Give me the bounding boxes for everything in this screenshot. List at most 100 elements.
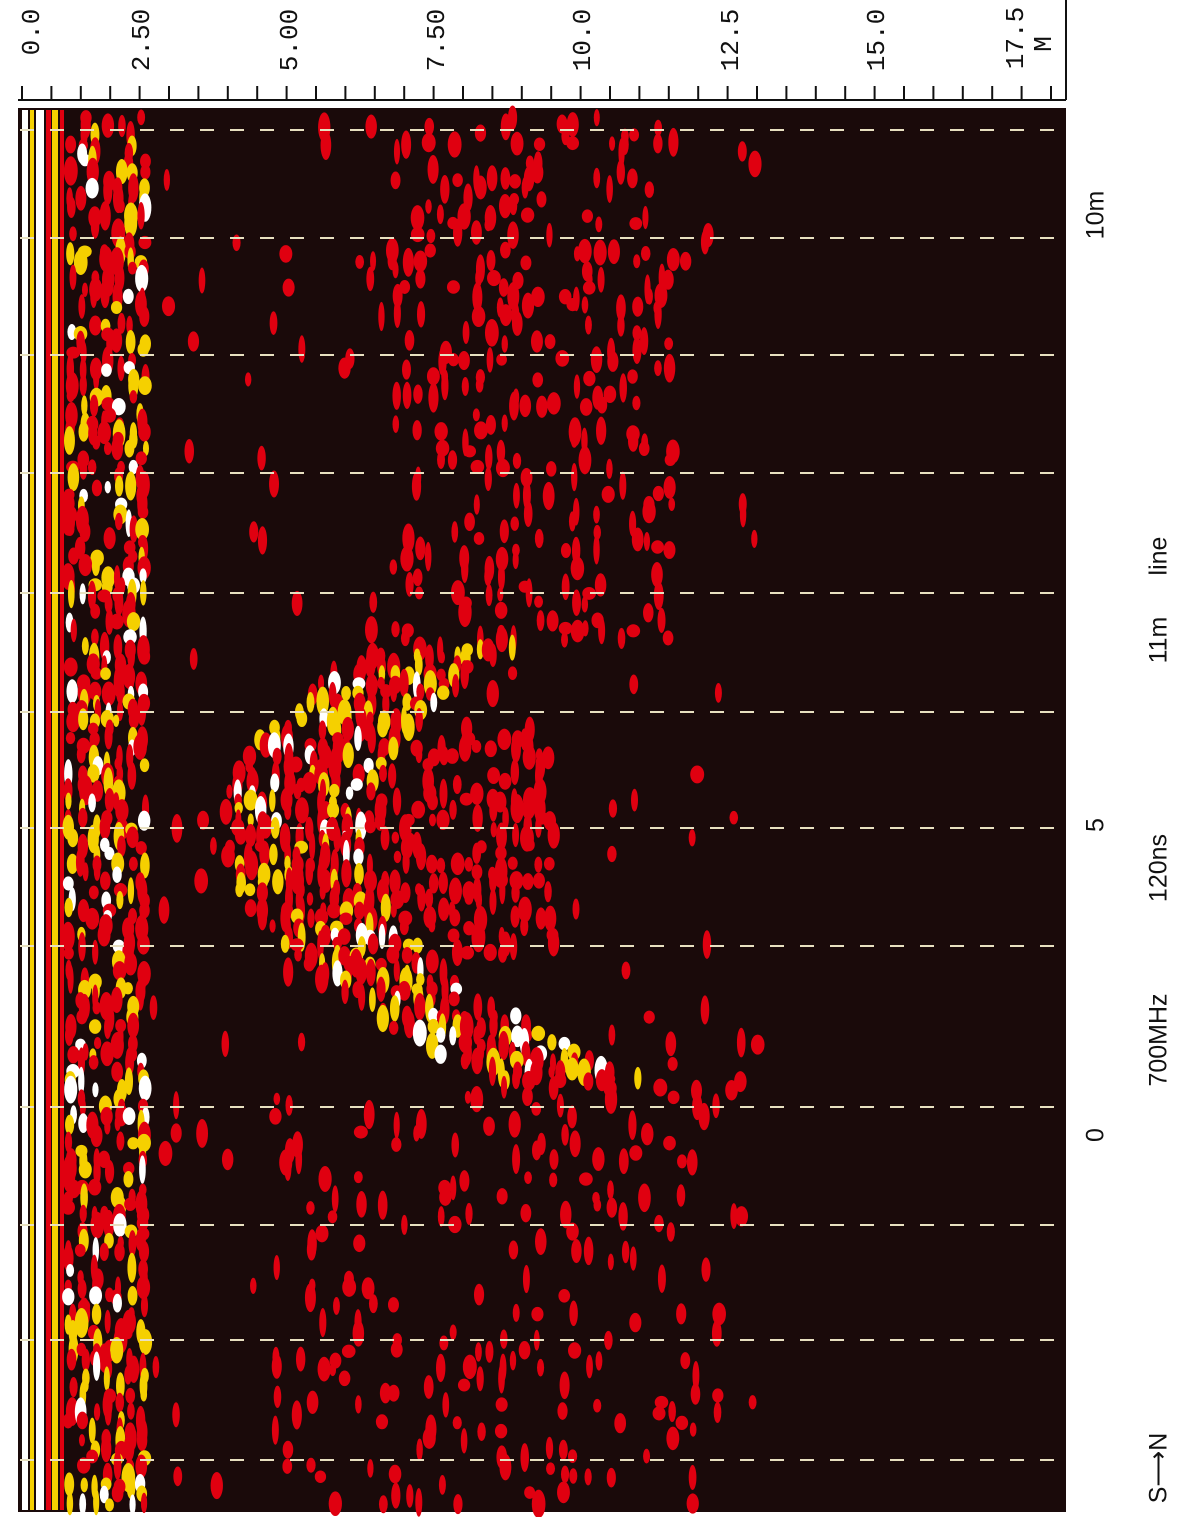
reflection	[438, 651, 445, 664]
reflection	[688, 829, 696, 847]
reflection	[296, 710, 308, 728]
reflection	[79, 153, 91, 167]
reflection	[81, 282, 88, 298]
reflection	[415, 536, 426, 561]
reflection	[97, 421, 111, 445]
reflection	[437, 450, 446, 470]
reflection	[138, 422, 151, 442]
reflection	[751, 529, 758, 548]
reflection	[520, 207, 535, 223]
reflection	[66, 853, 79, 875]
reflection	[234, 825, 247, 845]
reflection	[90, 1211, 105, 1239]
reflection	[535, 1228, 547, 1256]
reflection	[498, 194, 512, 219]
reflection	[271, 1354, 282, 1379]
surface-band	[60, 110, 64, 1510]
reflection	[93, 1488, 100, 1516]
reflection	[448, 1215, 462, 1234]
reflection	[354, 725, 362, 751]
reflection	[79, 374, 87, 397]
reflection	[63, 426, 75, 455]
reflection	[116, 1131, 125, 1151]
reflection	[273, 1385, 282, 1408]
reflection	[598, 617, 606, 645]
reflection	[487, 270, 501, 287]
reflection	[537, 1358, 545, 1377]
reflection	[629, 128, 640, 142]
reflection	[377, 1190, 388, 1220]
reflection	[534, 856, 543, 873]
reflection	[390, 171, 401, 190]
reflection	[117, 312, 126, 334]
reflection	[464, 1090, 472, 1104]
reflection	[536, 395, 548, 418]
reflection	[663, 475, 676, 499]
reflection	[501, 335, 508, 353]
reflection	[221, 1030, 230, 1057]
reflection	[392, 381, 401, 410]
reflection	[489, 888, 497, 915]
reflection	[113, 1450, 122, 1481]
reflection	[100, 1107, 113, 1126]
reflection	[282, 278, 295, 297]
reflection	[110, 613, 124, 630]
reflection	[664, 453, 676, 467]
reflection	[91, 555, 100, 577]
reflection	[142, 440, 149, 456]
reflection	[401, 946, 413, 964]
distance-label: 10m	[1082, 191, 1110, 240]
reflection	[566, 298, 579, 312]
reflection	[129, 1494, 136, 1515]
reflection	[461, 554, 469, 584]
reflection	[127, 1012, 140, 1039]
reflection	[122, 1107, 136, 1125]
reflection	[451, 521, 459, 543]
reflection	[284, 1155, 292, 1182]
reflection	[531, 1140, 542, 1161]
reflection	[65, 1114, 75, 1135]
reflection	[97, 923, 111, 947]
reflection	[127, 1286, 138, 1306]
reflection	[474, 124, 487, 142]
reflection	[244, 883, 256, 897]
reflection	[315, 964, 329, 994]
reflection	[534, 528, 544, 549]
reflection	[411, 800, 426, 819]
reflection	[101, 363, 112, 377]
reflection	[692, 1361, 700, 1391]
reflection	[597, 266, 605, 293]
reflection	[470, 782, 484, 805]
reflection	[136, 1275, 151, 1300]
reflection	[341, 979, 349, 1005]
reflection	[570, 432, 578, 448]
reflection	[341, 685, 351, 701]
reflection	[510, 131, 524, 156]
reflection	[676, 1303, 687, 1325]
reflection	[500, 113, 511, 141]
reflection	[400, 545, 414, 572]
reflection	[484, 740, 497, 758]
reflection	[78, 1113, 89, 1134]
reflection	[507, 666, 518, 681]
reflection	[592, 1147, 605, 1172]
reflection	[304, 1283, 316, 1313]
reflection	[596, 416, 607, 445]
reflection	[410, 226, 425, 243]
reflection	[111, 1061, 124, 1082]
reflection	[367, 933, 379, 955]
reflection	[124, 208, 138, 238]
reflection	[112, 1293, 122, 1313]
reflection	[365, 958, 376, 987]
reflection	[244, 850, 259, 881]
reflection	[416, 973, 425, 986]
reflection	[363, 1099, 375, 1130]
reflection	[604, 1330, 613, 1350]
reflection	[638, 441, 650, 457]
reflection	[63, 156, 78, 186]
reflection	[535, 907, 547, 930]
reflection	[382, 692, 390, 716]
reflection	[78, 1160, 92, 1179]
reflection	[653, 1078, 668, 1097]
reflection	[459, 792, 473, 806]
